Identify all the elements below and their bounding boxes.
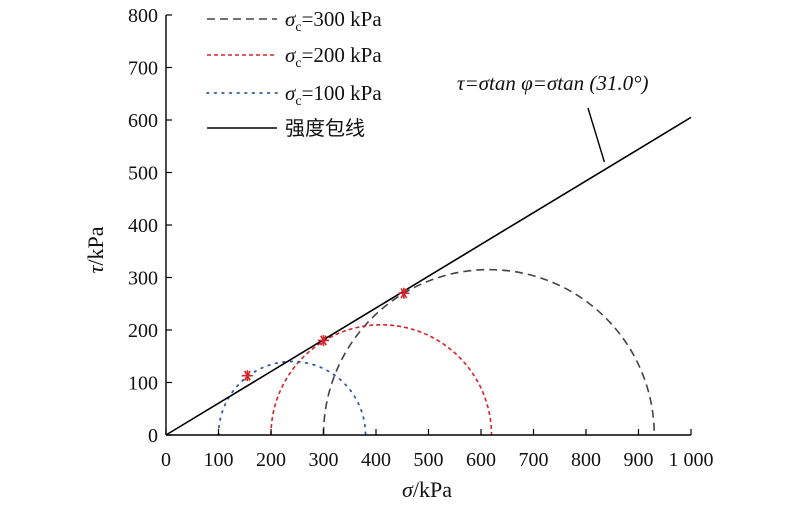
x-tick-label: 200: [256, 449, 286, 471]
x-tick-label: 700: [519, 449, 549, 471]
x-tick-label: 900: [624, 449, 654, 471]
y-tick-label: 400: [128, 215, 158, 237]
x-tick-label: 100: [204, 449, 234, 471]
x-tick-label: 400: [361, 449, 391, 471]
y-tick-label: 500: [128, 163, 158, 185]
mohr-circle-300: [322, 268, 656, 436]
y-tick-label: 600: [128, 110, 158, 132]
y-tick-label: 800: [128, 5, 158, 27]
y-axis-ticks: 0 100 200 300 400 500 600 700 800: [128, 5, 172, 447]
y-tick-label: 700: [128, 58, 158, 80]
legend-label-envelope: 强度包线: [285, 116, 365, 140]
y-tick-label: 0: [148, 425, 158, 447]
plot-area: [165, 116, 692, 436]
x-tick-label: 600: [466, 449, 496, 471]
envelope-equation-label: τ=σtan φ=σtan (31.0°): [457, 71, 649, 95]
mohr-circle-100: [217, 360, 367, 436]
legend: σc=300 kPa σc=200 kPa σc=100 kPa 强度包线: [206, 7, 382, 140]
legend-label-200: σc=200 kPa: [285, 43, 382, 71]
y-axis-title: τ/kPa: [83, 226, 108, 273]
x-axis-ticks: 0 100 200 300 400 500 600 700 800 900 1 000: [161, 429, 714, 471]
x-tick-label: 800: [571, 449, 601, 471]
tangent-point-marker: [318, 335, 329, 346]
strength-envelope-line: [165, 116, 692, 436]
y-tick-label: 100: [128, 373, 158, 395]
axes: [165, 15, 691, 436]
x-tick-label: 500: [414, 449, 444, 471]
y-tick-label: 200: [128, 320, 158, 342]
tangent-point-marker: [241, 370, 253, 382]
y-tick-label: 300: [128, 268, 158, 290]
x-tick-label: 0: [161, 449, 171, 471]
mohr-circle-200: [270, 323, 493, 436]
x-tick-label: 1 000: [669, 449, 714, 471]
x-axis-title: σ/kPa: [402, 477, 452, 502]
legend-label-300: σc=300 kPa: [285, 7, 382, 35]
tangent-point-marker: [398, 287, 410, 299]
legend-label-100: σc=100 kPa: [285, 81, 382, 109]
x-tick-label: 300: [309, 449, 339, 471]
annotation-leader-line: [587, 107, 606, 163]
